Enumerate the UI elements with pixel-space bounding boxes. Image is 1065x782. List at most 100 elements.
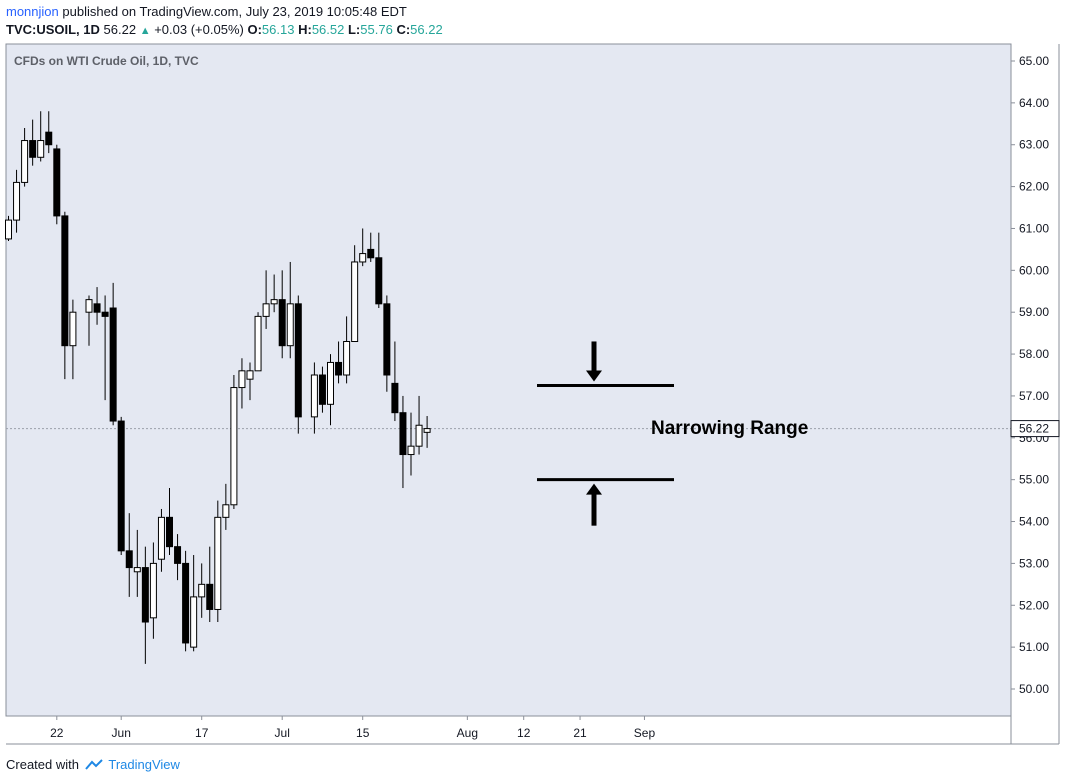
tradingview-logo[interactable]: TradingView [83,757,180,772]
candle[interactable] [125,513,133,597]
candle[interactable] [69,299,77,380]
y-tick-label: 64.00 [1019,96,1049,110]
candle[interactable] [222,483,230,530]
candle[interactable] [53,144,61,225]
candle[interactable] [286,261,294,359]
candle[interactable] [190,555,198,652]
last-price: 56.22 [103,22,137,37]
candle[interactable] [29,119,37,166]
up-triangle-icon: ▲ [139,25,151,37]
candle-body-down [375,257,383,305]
candle-body-up [327,361,334,405]
candle[interactable] [367,232,375,262]
candle-body-up [198,583,206,598]
candle[interactable] [375,232,383,309]
candle[interactable] [133,529,141,597]
candle[interactable] [214,500,222,623]
candle[interactable] [37,111,45,162]
candle[interactable] [423,416,431,448]
candle[interactable] [327,354,334,426]
y-tick-label: 51.00 [1019,640,1049,654]
candle[interactable] [415,395,423,455]
candle[interactable] [270,274,278,313]
candle-body-up [415,424,423,447]
candle[interactable] [21,127,29,187]
y-tick-label: 59.00 [1019,305,1049,319]
candle[interactable] [407,412,415,476]
price-axis[interactable]: 50.0051.0052.0053.0054.0055.0056.0057.00… [1011,54,1049,696]
narrowing-range-annotation[interactable]: Narrowing Range [537,341,808,526]
candle-body-down [318,374,326,405]
candle[interactable] [278,270,286,359]
open-label: O: [247,22,262,37]
candle[interactable] [61,211,69,380]
high-value: 56.52 [311,22,345,37]
candle[interactable] [174,534,182,581]
candle[interactable] [391,341,399,422]
candle[interactable] [157,508,165,572]
down-arrow-icon [586,341,602,382]
candle-body-down [109,307,117,422]
candle[interactable] [262,270,270,329]
candle[interactable] [399,395,407,489]
candle[interactable] [117,416,125,556]
candle-body-down [391,382,399,414]
candle-body-down [206,583,214,610]
candle-body-up [222,504,230,518]
candle-body-down [101,311,109,317]
candle[interactable] [254,312,262,372]
y-tick-label: 63.00 [1019,138,1049,152]
candle[interactable] [206,546,214,623]
created-with-text: Created with [6,757,79,772]
publisher-username[interactable]: monnjion [6,4,59,19]
candle[interactable] [182,550,190,652]
x-tick-label: 21 [573,726,587,740]
x-tick-label: 15 [356,726,370,740]
candle[interactable] [294,295,302,434]
x-tick-label: 22 [50,726,64,740]
candle[interactable] [85,295,93,346]
candle[interactable] [198,563,206,618]
candle[interactable] [141,546,149,664]
candle[interactable] [166,488,173,556]
candle-body-up [69,311,77,347]
low-label: L: [347,22,361,37]
close-label: C: [396,22,411,37]
candle-body-up [149,562,157,619]
annotation-label[interactable]: Narrowing Range [651,418,808,439]
candle[interactable] [149,542,157,639]
candle[interactable] [351,245,359,343]
candle[interactable] [101,295,109,401]
candle[interactable] [343,316,351,384]
candle-body-up [351,261,359,343]
candle-body-up [21,140,29,183]
candle-body-up [343,341,351,376]
candle[interactable] [246,362,254,401]
candle[interactable] [230,375,238,509]
candle[interactable] [238,358,246,409]
candle[interactable] [45,111,53,154]
tradingview-brand: TradingView [108,757,180,772]
candle-body-up [37,140,45,158]
time-axis[interactable]: 22 Jun 17 Jul 15 Aug 12 21 Sep [50,716,655,740]
candle-body-down [383,303,391,376]
candle[interactable] [5,215,12,242]
y-tick-label: 55.00 [1019,473,1049,487]
candle[interactable] [318,366,326,413]
candle-body-up [359,253,367,263]
y-tick-label: 54.00 [1019,515,1049,529]
candle[interactable] [335,341,343,384]
candle[interactable] [359,228,367,267]
candle-body-up [254,315,262,372]
plot-area[interactable] [5,43,1012,717]
candle-body-down [278,299,286,347]
candle[interactable] [93,287,101,325]
candle-body-down [29,140,37,158]
candle[interactable] [310,362,318,434]
candle[interactable] [109,282,117,426]
candle-body-up [190,596,198,648]
candle[interactable] [13,169,21,233]
y-tick-label: 57.00 [1019,389,1049,403]
candle[interactable] [383,295,391,392]
